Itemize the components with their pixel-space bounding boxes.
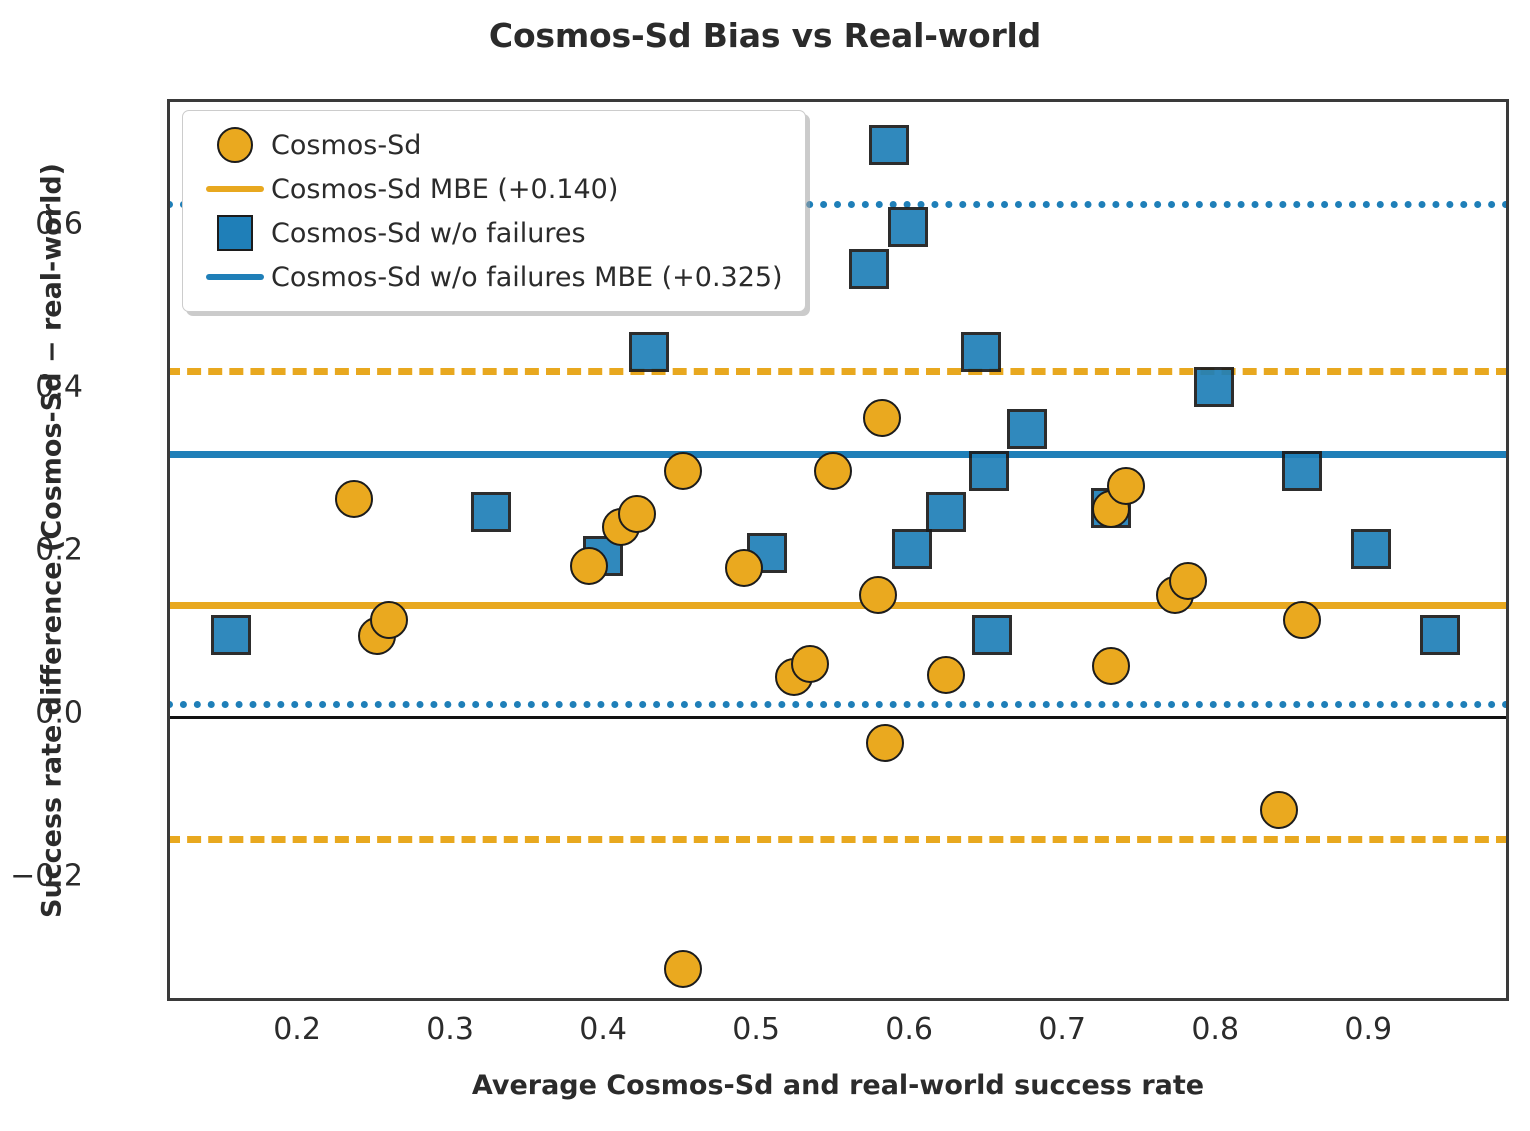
data-point-cosmos-sd — [663, 452, 702, 491]
data-point-cosmos-sd-wo-failures — [1193, 366, 1234, 407]
data-point-cosmos-sd-wo-failures — [211, 614, 252, 655]
legend-marker — [199, 127, 271, 163]
legend-item[interactable]: Cosmos-Sd — [199, 123, 783, 167]
legend-item-label: Cosmos-Sd w/o failures MBE (+0.325) — [271, 261, 783, 293]
x-tick-label: 0.5 — [732, 1012, 780, 1047]
x-tick-label: 0.3 — [426, 1012, 474, 1047]
data-point-cosmos-sd-wo-failures — [887, 206, 928, 247]
data-point-cosmos-sd-wo-failures — [968, 451, 1009, 492]
data-point-cosmos-sd — [1260, 790, 1299, 829]
data-point-cosmos-sd — [862, 398, 901, 437]
data-point-cosmos-sd-wo-failures — [628, 331, 669, 372]
x-axis-label: Average Cosmos-Sd and real-world success… — [471, 1070, 1205, 1101]
x-tick-label: 0.9 — [1344, 1012, 1393, 1047]
data-point-cosmos-sd-wo-failures — [1351, 528, 1392, 569]
data-point-cosmos-sd — [1168, 561, 1207, 600]
data-point-cosmos-sd — [865, 724, 904, 763]
data-point-cosmos-sd-wo-failures — [471, 492, 512, 533]
data-point-cosmos-sd-wo-failures — [892, 528, 933, 569]
x-tick-label: 0.7 — [1038, 1012, 1087, 1047]
data-point-cosmos-sd — [1092, 646, 1131, 685]
reference-line-cosmos-sd-wo-failures-loa-lower — [170, 701, 1506, 709]
data-point-cosmos-sd — [334, 480, 373, 519]
y-tick-label: 0.0 — [35, 695, 83, 731]
legend-square-marker-icon — [217, 215, 253, 251]
legend-item-label: Cosmos-Sd MBE (+0.140) — [271, 173, 619, 205]
x-tick-label: 0.6 — [885, 1012, 933, 1047]
data-point-cosmos-sd — [570, 547, 609, 586]
data-point-cosmos-sd-wo-failures — [849, 249, 890, 290]
y-tick-label: 0.2 — [35, 532, 83, 568]
data-point-cosmos-sd-wo-failures — [1282, 451, 1323, 492]
data-point-cosmos-sd — [724, 548, 763, 587]
data-point-cosmos-sd — [617, 494, 656, 533]
legend-line-marker-icon — [206, 274, 264, 280]
data-point-cosmos-sd-wo-failures — [1420, 614, 1461, 655]
y-tick-label: −0.2 — [10, 858, 83, 894]
x-tick-label: 0.4 — [579, 1012, 627, 1047]
x-tick-label: 0.2 — [273, 1012, 321, 1047]
legend-circle-marker-icon — [217, 127, 253, 163]
data-point-cosmos-sd-wo-failures — [971, 614, 1012, 655]
reference-line-cosmos-sd-mbe — [170, 601, 1506, 609]
reference-line-cosmos-sd-loa-lower — [170, 835, 1506, 843]
y-tick-label: 0.4 — [35, 369, 83, 405]
x-tick-label: 0.8 — [1191, 1012, 1240, 1047]
legend-line-marker-icon — [206, 186, 264, 192]
reference-line-cosmos-sd-loa-upper — [170, 367, 1506, 375]
legend-item[interactable]: Cosmos-Sd MBE (+0.140) — [199, 167, 783, 211]
data-point-cosmos-sd — [1283, 600, 1322, 639]
data-point-cosmos-sd — [790, 644, 829, 683]
data-point-cosmos-sd-wo-failures — [1006, 409, 1047, 450]
reference-line-cosmos-sd-wo-failures-loa-upper — [170, 200, 1506, 208]
legend-item-label: Cosmos-Sd w/o failures — [271, 217, 586, 249]
legend-marker — [199, 186, 271, 192]
data-point-cosmos-sd — [1107, 467, 1146, 506]
data-point-cosmos-sd — [663, 949, 702, 988]
y-tick-label: 0.6 — [35, 206, 83, 242]
legend-item-label: Cosmos-Sd — [271, 129, 422, 161]
reference-line-zero-line — [170, 716, 1506, 720]
page-title: Cosmos-Sd Bias vs Real-world — [488, 16, 1042, 55]
data-point-cosmos-sd — [369, 600, 408, 639]
data-point-cosmos-sd — [926, 656, 965, 695]
data-point-cosmos-sd — [859, 576, 898, 615]
data-point-cosmos-sd — [813, 452, 852, 491]
chart-legend: Cosmos-Sd Cosmos-Sd MBE (+0.140) Cosmos-Sd… — [182, 110, 806, 312]
data-point-cosmos-sd-wo-failures — [925, 492, 966, 533]
legend-item[interactable]: Cosmos-Sd w/o failures MBE (+0.325) — [199, 255, 783, 299]
legend-marker — [199, 215, 271, 251]
plot-area — [167, 99, 1509, 1001]
legend-marker — [199, 274, 271, 280]
data-point-cosmos-sd-wo-failures — [961, 331, 1001, 372]
y-axis-label: Success rate difference (Cosmos-Sd − rea… — [36, 163, 68, 918]
legend-item[interactable]: Cosmos-Sd w/o failures — [199, 211, 783, 255]
data-point-cosmos-sd-wo-failures — [869, 125, 910, 166]
